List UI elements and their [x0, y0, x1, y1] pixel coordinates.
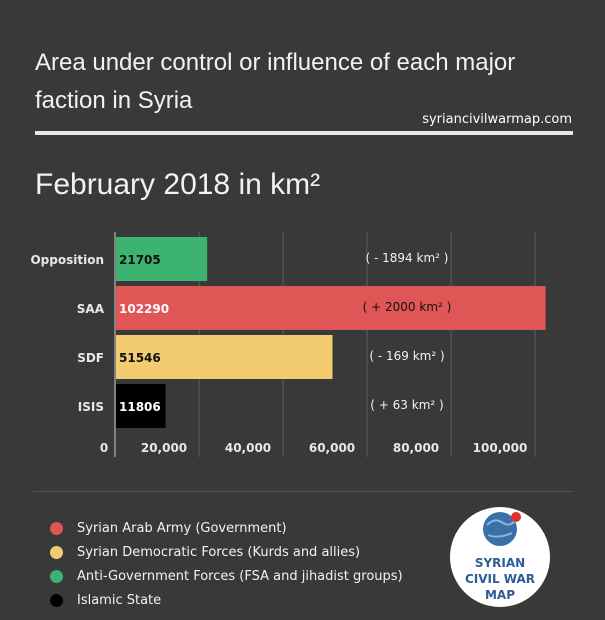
logo-text-line: SYRIAN	[475, 556, 525, 570]
change-annotation: ( - 1894 km² )	[366, 251, 449, 265]
syrian-civil-war-map-logo: SYRIAN CIVIL WAR MAP	[450, 507, 550, 607]
change-annotation: ( + 2000 km² )	[363, 300, 452, 314]
x-tick-label: 100,000	[473, 441, 528, 455]
x-tick-label: 0	[100, 441, 108, 455]
bar	[116, 237, 208, 281]
chart-title: Area under control or influence of each …	[35, 49, 516, 114]
legend-label: Islamic State	[77, 592, 162, 608]
map-pin-icon	[511, 512, 521, 522]
legend-label: Anti-Government Forces (FSA and jihadist…	[77, 568, 403, 584]
category-label: ISIS	[78, 400, 104, 414]
bar	[116, 384, 166, 428]
category-label: SDF	[77, 351, 104, 365]
bar-chart: 0 20,000 40,000 60,000 80,000 100,000 Oppositi…	[30, 232, 546, 457]
legend-label: Syrian Democratic Forces (Kurds and alli…	[77, 544, 361, 560]
x-tick-label: 80,000	[393, 441, 439, 455]
change-annotation: ( + 63 km² )	[370, 398, 443, 412]
data-label: 51546	[119, 351, 161, 365]
source-link[interactable]: syriancivilwarmap.com	[422, 112, 572, 127]
x-tick-label: 60,000	[309, 441, 355, 455]
change-annotation: ( - 169 km² )	[369, 349, 444, 363]
legend-item-sdf: Syrian Democratic Forces (Kurds and alli…	[50, 540, 403, 564]
legend-swatch	[50, 521, 63, 535]
legend-item-isis: Islamic State	[50, 588, 403, 612]
legend-item-saa: Syrian Arab Army (Government)	[50, 516, 403, 540]
logo-text-line: MAP	[485, 588, 515, 602]
logo-text-line: CIVIL WAR	[465, 572, 535, 586]
data-label: 21705	[119, 253, 161, 267]
category-label: SAA	[77, 302, 105, 316]
legend-swatch	[50, 593, 63, 607]
chart-subtitle: February 2018 in km²	[35, 168, 321, 201]
legend-label: Syrian Arab Army (Government)	[77, 520, 287, 536]
category-label: Opposition	[30, 253, 104, 267]
data-label: 102290	[119, 302, 169, 316]
bar	[116, 286, 546, 330]
legend-item-opposition: Anti-Government Forces (FSA and jihadist…	[50, 564, 403, 588]
title-divider	[35, 131, 573, 135]
x-tick-label: 40,000	[225, 441, 271, 455]
legend-swatch	[50, 545, 63, 559]
data-label: 11806	[119, 400, 161, 414]
bar	[116, 335, 333, 379]
legend-divider	[33, 491, 573, 492]
legend: Syrian Arab Army (Government) Syrian Dem…	[50, 516, 403, 612]
x-tick-label: 20,000	[141, 441, 187, 455]
logo-badge	[450, 507, 550, 607]
legend-swatch	[50, 569, 63, 583]
